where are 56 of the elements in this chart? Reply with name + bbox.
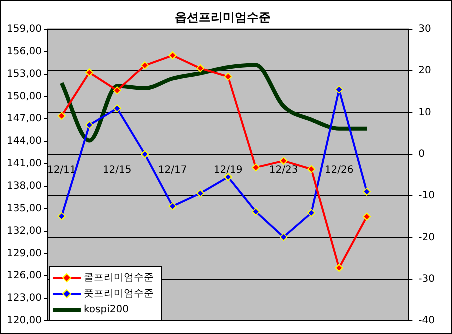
y-tick-label: 30 <box>418 24 432 35</box>
y2-tick-label: 141,00 <box>6 158 42 170</box>
legend-label: 콜프리미엄수준 <box>84 272 154 284</box>
point <box>196 64 205 73</box>
point <box>308 209 316 218</box>
y2-tick-label: 150,00 <box>6 91 42 102</box>
point <box>86 68 94 77</box>
y2-tick-label: 135,00 <box>6 203 42 214</box>
point <box>141 150 150 158</box>
y2-tick-label: 120,00 <box>6 316 42 327</box>
y-tick-label: -30 <box>418 274 436 285</box>
point <box>308 165 316 174</box>
x-tick-label: 12/26 <box>324 164 354 176</box>
point <box>168 202 177 210</box>
chart-title: 옵션프리미엄수준 <box>175 10 271 24</box>
y2-tick-label: 126,00 <box>6 270 42 282</box>
y2-tick-label: 159,00 <box>6 24 42 35</box>
x-tick-label: 12/11 <box>47 164 76 176</box>
y-tick-label: 10 <box>418 107 432 118</box>
point <box>252 208 260 216</box>
legend-label: 풋프리미엄수준 <box>84 288 154 300</box>
y2-tick-label: 144,00 <box>6 136 42 148</box>
y2-tick-label: 129,00 <box>6 248 42 260</box>
point <box>280 233 288 242</box>
y2-tick-label: 156,00 <box>6 46 42 58</box>
point <box>141 62 150 70</box>
y2-tick-label: 132,00 <box>6 226 42 237</box>
line-series <box>60 63 370 143</box>
point <box>363 212 372 221</box>
point <box>58 212 66 220</box>
y2-tick-label: 138,00 <box>6 181 42 192</box>
x-tick-label: 12/19 <box>214 164 243 176</box>
point <box>168 52 177 60</box>
point <box>252 164 260 172</box>
point <box>58 112 66 120</box>
point <box>335 86 344 94</box>
y-tick-label: -40 <box>418 316 436 327</box>
point <box>196 190 205 198</box>
y-tick-label: -10 <box>418 190 436 202</box>
y2-tick-label: 153,00 <box>6 68 42 80</box>
point <box>280 157 288 166</box>
y2-tick-label: 147,00 <box>6 114 42 125</box>
point <box>335 264 344 272</box>
point <box>113 86 122 95</box>
point <box>363 188 372 196</box>
point <box>113 104 122 113</box>
x-tick-label: 12/17 <box>158 164 188 176</box>
x-tick-label: 12/15 <box>102 164 132 176</box>
point <box>86 121 94 130</box>
x-tick-label: 12/23 <box>269 164 298 176</box>
y2-tick-label: 123,00 <box>6 293 42 304</box>
point <box>224 72 232 81</box>
y-tick-label: -20 <box>418 232 436 244</box>
y-tick-label: 20 <box>418 66 432 77</box>
legend-label: kospi200 <box>84 304 129 316</box>
y-tick-label: 0 <box>418 148 426 160</box>
